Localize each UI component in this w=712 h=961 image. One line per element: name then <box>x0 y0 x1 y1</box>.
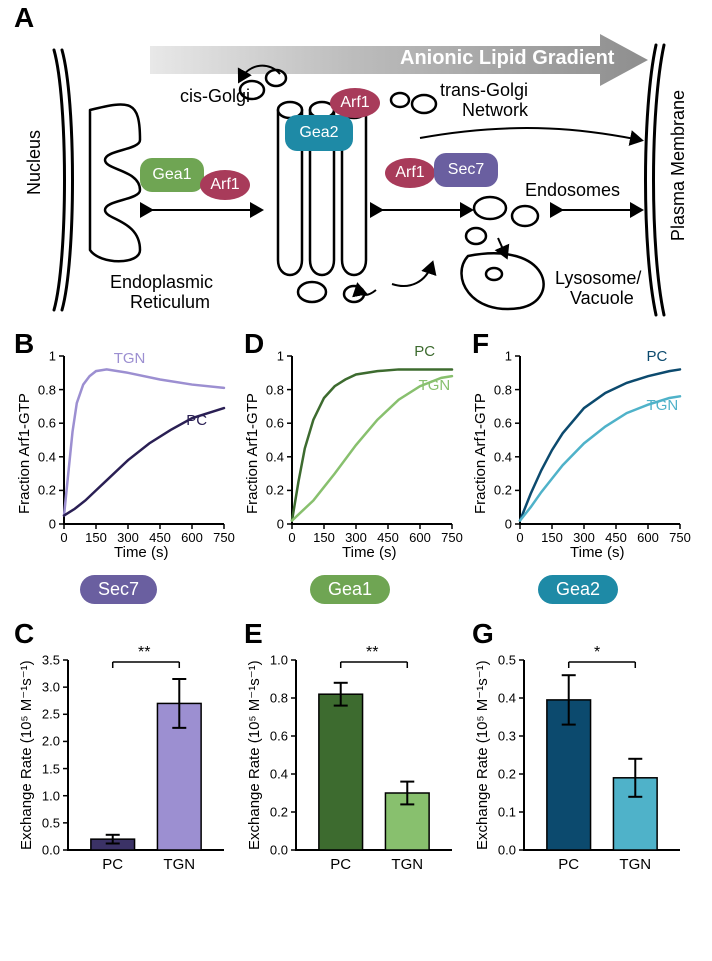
protein-Gea2: Gea2 <box>285 115 353 151</box>
diagram-area: Nucleus Plasma Membrane cis-Golgi trans-… <box>20 40 692 320</box>
row-barcharts: C E G 0.00.51.01.52.02.53.03.5PCTGN**Exc… <box>20 640 692 940</box>
protein-Arf1-top: Arf1 <box>330 88 380 118</box>
protein-Sec7: Sec7 <box>434 153 498 187</box>
linechart-F: 015030045060075000.20.40.60.81Fraction A… <box>476 350 686 560</box>
label-er: Endoplasmic <box>110 272 213 293</box>
figure-root: A Nucleus Plasma Membrane cis-Golgi tran… <box>0 0 712 961</box>
barchart-C: 0.00.51.01.52.02.53.03.5PCTGN**Exchange … <box>20 640 230 880</box>
label-tgn: trans-Golgi <box>440 80 528 101</box>
protein-Arf1-left: Arf1 <box>200 170 250 200</box>
linechart-B: 015030045060075000.20.40.60.81Fraction A… <box>20 350 230 560</box>
protein-Gea1: Gea1 <box>140 158 204 192</box>
barchart-G: 0.00.10.20.30.40.5PCTGN*Exchange Rate (1… <box>476 640 686 880</box>
label-nucleus: Nucleus <box>24 130 45 195</box>
protein-Arf1-right: Arf1 <box>385 158 435 188</box>
label-lyso2: Vacuole <box>570 288 634 309</box>
row-linecharts: B D F 015030045060075000.20.40.60.81Frac… <box>20 350 692 610</box>
label-endosomes: Endosomes <box>525 180 620 201</box>
label-tgn2: Network <box>462 100 528 121</box>
pill-Gea2: Gea2 <box>538 575 618 604</box>
label-cis-golgi: cis-Golgi <box>180 86 250 107</box>
label-plasma-membrane: Plasma Membrane <box>668 90 689 241</box>
pill-Gea1: Gea1 <box>310 575 390 604</box>
barchart-E: 0.00.20.40.60.81.0PCTGN**Exchange Rate (… <box>248 640 458 880</box>
label-er2: Reticulum <box>130 292 210 313</box>
label-gradient: Anionic Lipid Gradient <box>400 47 614 70</box>
panel-A: Nucleus Plasma Membrane cis-Golgi trans-… <box>20 10 692 320</box>
pill-Sec7: Sec7 <box>80 575 157 604</box>
label-lyso: Lysosome/ <box>555 268 641 289</box>
linechart-D: 015030045060075000.20.40.60.81Fraction A… <box>248 350 458 560</box>
